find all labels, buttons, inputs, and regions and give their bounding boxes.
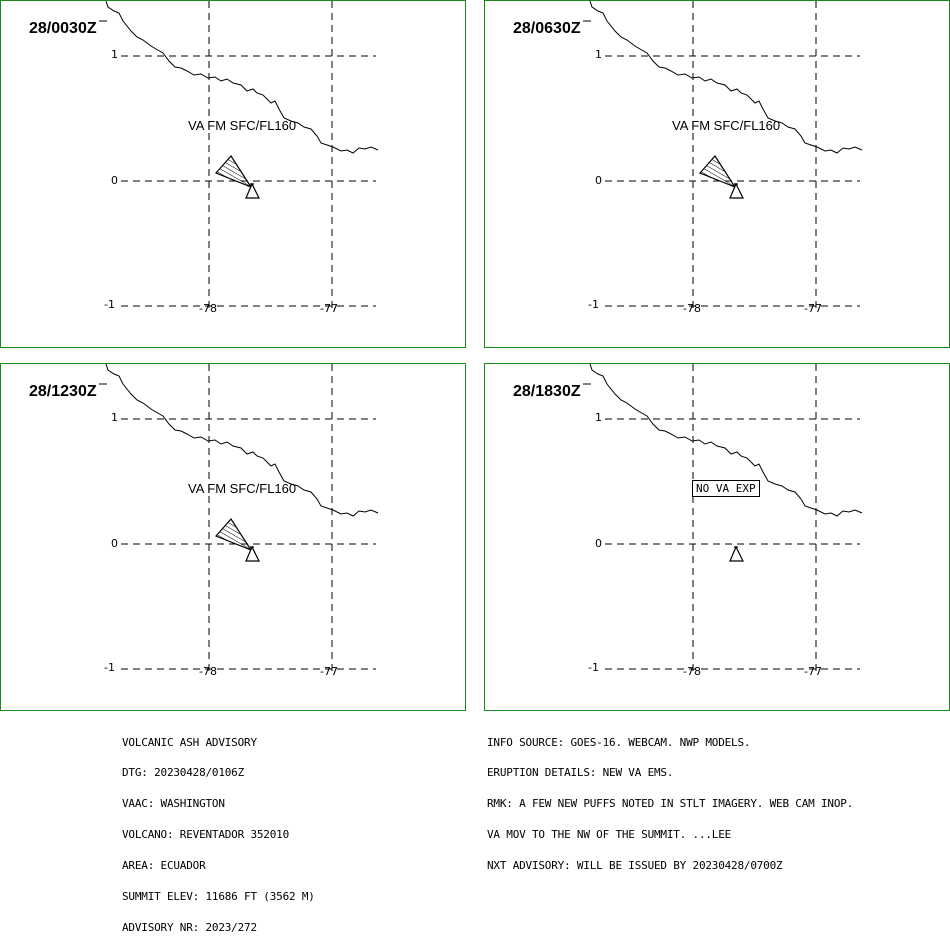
- ash-level-label: VA FM SFC/FL160: [672, 118, 781, 133]
- lat-label-0: 0: [111, 537, 118, 550]
- advisory-line: VOLCANIC ASH ADVISORY: [122, 735, 257, 749]
- advisory-line: ADVISORY NR: 2023/272: [122, 920, 257, 934]
- ash-level-label: VA FM SFC/FL160: [188, 118, 297, 133]
- map-graphic: [99, 364, 379, 672]
- ash-cloud-area: [214, 518, 253, 552]
- lat-label-1: 1: [595, 48, 602, 61]
- advisory-line: INFO SOURCE: GOES-16. WEBCAM. NWP MODELS…: [487, 735, 751, 749]
- advisory-line: VOLCANO: REVENTADOR 352010: [122, 828, 289, 842]
- advisory-text-left: VOLCANIC ASH ADVISORY DTG: 20230428/0106…: [122, 717, 315, 944]
- lat-label-0: 0: [595, 537, 602, 550]
- lat-label-1: 1: [111, 48, 118, 61]
- lat-label-1: 1: [111, 411, 118, 424]
- lon-label-minus78: -78: [683, 665, 701, 678]
- lat-label-1: 1: [595, 411, 602, 424]
- coastline: [105, 1, 379, 154]
- advisory-line: VAAC: WASHINGTON: [122, 797, 225, 811]
- ash-cloud-area: [698, 155, 737, 189]
- lat-label-minus1: -1: [588, 661, 599, 674]
- lon-label-minus77: -77: [804, 302, 822, 315]
- lon-label-minus77: -77: [320, 302, 338, 315]
- map-graphic: [99, 1, 379, 309]
- advisory-line: ERUPTION DETAILS: NEW VA EMS.: [487, 766, 674, 780]
- lat-label-minus1: -1: [104, 298, 115, 311]
- advisory-line: SUMMIT ELEV: 11686 FT (3562 M): [122, 890, 315, 904]
- ash-cloud-area: [214, 155, 253, 189]
- coastline: [105, 364, 379, 517]
- map-graphic: [583, 1, 863, 309]
- lon-label-minus78: -78: [199, 302, 217, 315]
- lon-label-minus77: -77: [320, 665, 338, 678]
- volcano-icon: [729, 545, 744, 562]
- advisory-line: VA MOV TO THE NW OF THE SUMMIT. ...LEE: [487, 828, 732, 842]
- lon-label-minus77: -77: [804, 665, 822, 678]
- volcano-icon: [245, 545, 260, 562]
- panel-time: 28/1830Z: [513, 383, 581, 400]
- volcano-icon: [245, 182, 260, 199]
- map-panel-3: 28/1230Z 1 0 -1 -78 -77 VA FM SFC/FL160: [0, 363, 466, 711]
- advisory-line: AREA: ECUADOR: [122, 859, 206, 873]
- volcano-icon: [729, 182, 744, 199]
- advisory-line: NXT ADVISORY: WILL BE ISSUED BY 20230428…: [487, 859, 783, 873]
- lat-label-0: 0: [595, 174, 602, 187]
- panel-time: 28/0630Z: [513, 20, 581, 37]
- coastline: [589, 364, 863, 517]
- advisory-text-right: INFO SOURCE: GOES-16. WEBCAM. NWP MODELS…: [487, 717, 853, 882]
- panel-time: 28/0030Z: [29, 20, 97, 37]
- map-panel-1: 28/0030Z 1 0 -1 -78 -77 VA FM SFC/FL160: [0, 0, 466, 348]
- map-panel-4: 28/1830Z 1 0 -1 -78 -77 NO VA EXP: [484, 363, 950, 711]
- lon-label-minus78: -78: [199, 665, 217, 678]
- map-panel-2: 28/0630Z 1 0 -1 -78 -77 VA FM SFC/FL160: [484, 0, 950, 348]
- panel-time: 28/1230Z: [29, 383, 97, 400]
- lat-label-0: 0: [111, 174, 118, 187]
- advisory-line: RMK: A FEW NEW PUFFS NOTED IN STLT IMAGE…: [487, 797, 854, 811]
- lat-label-minus1: -1: [104, 661, 115, 674]
- lat-label-minus1: -1: [588, 298, 599, 311]
- advisory-line: DTG: 20230428/0106Z: [122, 766, 245, 780]
- ash-level-label: VA FM SFC/FL160: [188, 481, 297, 496]
- lon-label-minus78: -78: [683, 302, 701, 315]
- no-va-expected-box: NO VA EXP: [692, 480, 760, 497]
- map-graphic: [583, 364, 863, 672]
- coastline: [589, 1, 863, 154]
